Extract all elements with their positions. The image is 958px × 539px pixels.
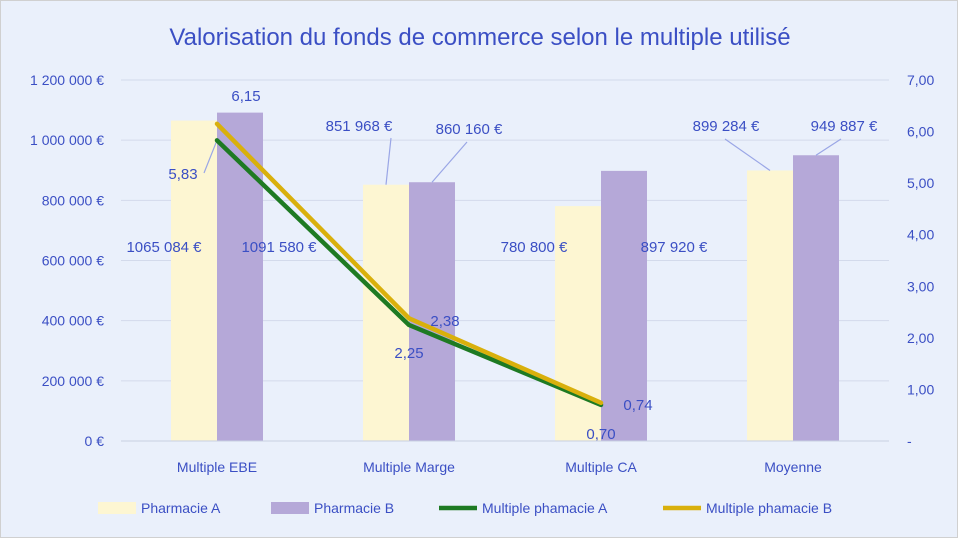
bar-data-label: 851 968 € [326, 118, 393, 135]
bar-data-label: 1091 580 € [241, 239, 317, 256]
bar-data-label: 860 160 € [436, 121, 503, 138]
legend-label: Multiple phamacie B [706, 500, 832, 516]
legend-label: Pharmacie B [314, 500, 394, 516]
y-axis-tick-label: 1 200 000 € [30, 72, 104, 88]
bar-data-label: 949 887 € [811, 118, 878, 135]
line-data-label: 2,25 [394, 345, 423, 362]
y2-axis-tick-label: 3,00 [907, 278, 934, 294]
line-data-label: 5,83 [168, 166, 197, 183]
axes: 0 € 200 000 € 400 000 € 600 000 € 800 000 € 1… [30, 72, 934, 475]
bar [793, 155, 839, 442]
bar [601, 170, 647, 441]
leader-line [203, 140, 218, 174]
series-line [214, 121, 604, 406]
y-axis-tick-label: 200 000 € [42, 373, 104, 389]
bar-data-label: 780 800 € [501, 239, 568, 256]
y-axis-tick-label: 0 € [85, 433, 105, 449]
bar [409, 182, 455, 441]
y2-axis-tick-label: 6,00 [907, 124, 934, 140]
chart-title: Valorisation du fonds de commerce selon … [169, 24, 790, 51]
leader-lines [203, 137, 842, 185]
bar [217, 112, 263, 442]
y2-axis-tick-label: 4,00 [907, 227, 934, 243]
data-labels: 1065 084 € 1091 580 € 851 968 € 860 160 € 78… [126, 88, 878, 443]
line-data-label: 2,38 [430, 313, 459, 330]
series-line [214, 138, 604, 408]
leader-line [431, 141, 468, 183]
y2-axis-tick-label: - [907, 433, 912, 449]
y2-axis-tick-label: 1,00 [907, 381, 934, 397]
legend-label: Multiple phamacie A [482, 500, 608, 516]
x-axis-tick-label: Multiple Marge [363, 459, 455, 475]
bar [171, 120, 217, 442]
y-axis-tick-label: 1 000 000 € [30, 132, 104, 148]
bar-data-label: 1065 084 € [126, 239, 202, 256]
line-data-label: 6,15 [231, 88, 260, 105]
line-data-label: 0,74 [623, 397, 652, 414]
legend: Pharmacie A Pharmacie B Multiple phamacie … [98, 500, 832, 516]
line-data-label: 0,70 [586, 426, 615, 443]
legend-swatch [98, 502, 136, 514]
leader-line [815, 138, 842, 156]
bar-data-label: 897 920 € [641, 239, 708, 256]
bars [171, 112, 839, 442]
y-axis-tick-label: 600 000 € [42, 253, 104, 269]
x-axis-tick-label: Moyenne [764, 459, 822, 475]
y2-axis-tick-label: 5,00 [907, 175, 934, 191]
y-axis-tick-label: 800 000 € [42, 192, 104, 208]
legend-swatch [271, 502, 309, 514]
bar-data-label: 899 284 € [693, 118, 760, 135]
leader-line [724, 138, 771, 171]
legend-label: Pharmacie A [141, 500, 221, 516]
y2-axis-tick-label: 2,00 [907, 330, 934, 346]
y2-axis-tick-label: 7,00 [907, 72, 934, 88]
leader-line [385, 137, 392, 185]
y-axis-tick-label: 400 000 € [42, 313, 104, 329]
x-axis-tick-label: Multiple CA [565, 459, 637, 475]
x-axis-tick-label: Multiple EBE [177, 459, 257, 475]
multiple-lines [214, 121, 604, 408]
bar [747, 170, 793, 441]
